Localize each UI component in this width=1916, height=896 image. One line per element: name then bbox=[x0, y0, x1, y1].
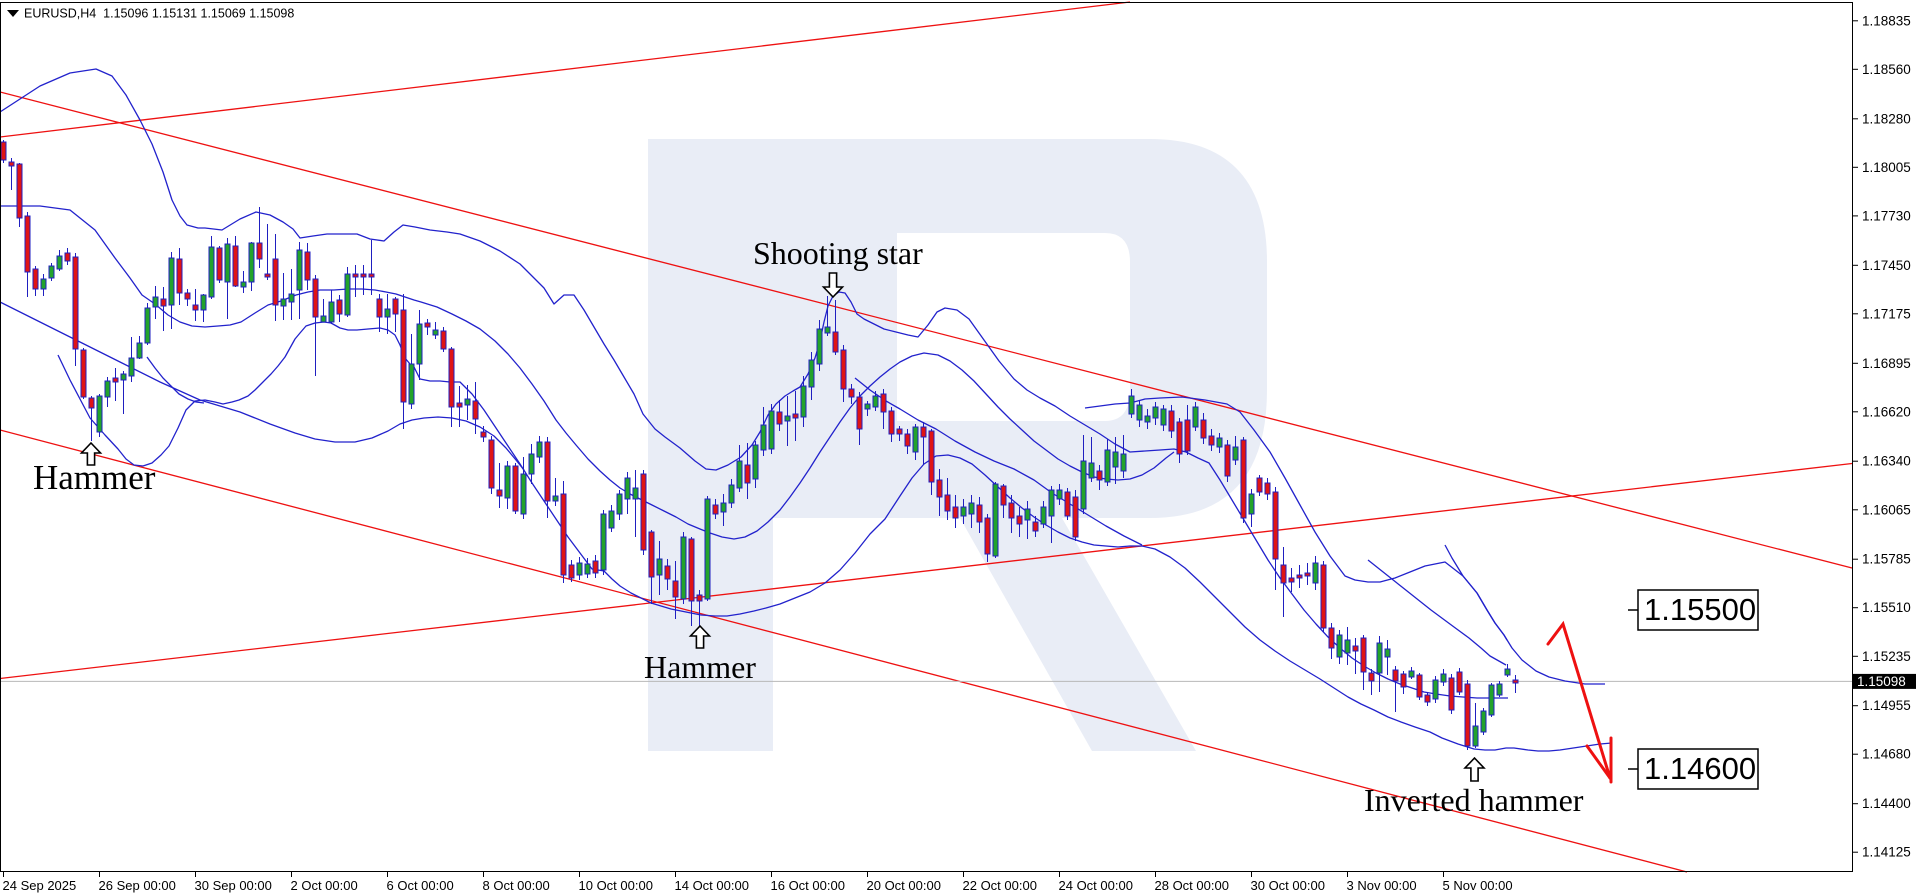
svg-text:1.15510: 1.15510 bbox=[1862, 600, 1911, 615]
svg-text:8 Oct 00:00: 8 Oct 00:00 bbox=[483, 878, 550, 893]
svg-text:1.14400: 1.14400 bbox=[1862, 796, 1911, 811]
svg-text:3 Nov 00:00: 3 Nov 00:00 bbox=[1347, 878, 1417, 893]
svg-text:1.18835: 1.18835 bbox=[1862, 13, 1911, 28]
svg-text:1.17175: 1.17175 bbox=[1862, 306, 1911, 321]
svg-text:1.17730: 1.17730 bbox=[1862, 208, 1911, 223]
svg-text:EURUSD,H4 1.15096 1.15131 1.1: EURUSD,H4 1.15096 1.15131 1.15069 1.1509… bbox=[24, 7, 294, 21]
svg-text:1.15098: 1.15098 bbox=[1857, 674, 1906, 689]
svg-text:10 Oct 00:00: 10 Oct 00:00 bbox=[579, 878, 653, 893]
svg-text:1.16895: 1.16895 bbox=[1862, 356, 1911, 371]
svg-text:Shooting star: Shooting star bbox=[753, 235, 923, 271]
svg-text:16 Oct 00:00: 16 Oct 00:00 bbox=[771, 878, 845, 893]
svg-text:14 Oct 00:00: 14 Oct 00:00 bbox=[675, 878, 749, 893]
svg-text:24 Sep 2025: 24 Sep 2025 bbox=[3, 878, 77, 893]
svg-text:1.16340: 1.16340 bbox=[1862, 454, 1911, 469]
svg-text:Inverted hammer: Inverted hammer bbox=[1364, 782, 1584, 818]
svg-text:1.14955: 1.14955 bbox=[1862, 698, 1911, 713]
svg-text:6 Oct 00:00: 6 Oct 00:00 bbox=[387, 878, 454, 893]
svg-text:1.14125: 1.14125 bbox=[1862, 845, 1911, 860]
svg-text:1.16065: 1.16065 bbox=[1862, 502, 1911, 517]
svg-text:1.18280: 1.18280 bbox=[1862, 111, 1911, 126]
svg-text:1.18560: 1.18560 bbox=[1862, 62, 1911, 77]
svg-text:28 Oct 00:00: 28 Oct 00:00 bbox=[1155, 878, 1229, 893]
svg-text:20 Oct 00:00: 20 Oct 00:00 bbox=[867, 878, 941, 893]
svg-text:1.15235: 1.15235 bbox=[1862, 649, 1911, 664]
svg-text:30 Oct 00:00: 30 Oct 00:00 bbox=[1251, 878, 1325, 893]
svg-text:30 Sep 00:00: 30 Sep 00:00 bbox=[195, 878, 272, 893]
svg-text:1.16620: 1.16620 bbox=[1862, 404, 1911, 419]
svg-text:22 Oct 00:00: 22 Oct 00:00 bbox=[963, 878, 1037, 893]
svg-text:1.14600: 1.14600 bbox=[1644, 751, 1756, 786]
svg-text:1.15500: 1.15500 bbox=[1644, 592, 1756, 627]
svg-text:1.18005: 1.18005 bbox=[1862, 160, 1911, 175]
svg-text:5 Nov 00:00: 5 Nov 00:00 bbox=[1443, 878, 1513, 893]
svg-text:26 Sep 00:00: 26 Sep 00:00 bbox=[99, 878, 176, 893]
svg-text:Hammer: Hammer bbox=[644, 649, 756, 685]
svg-text:2 Oct 00:00: 2 Oct 00:00 bbox=[291, 878, 358, 893]
svg-text:1.14680: 1.14680 bbox=[1862, 747, 1911, 762]
svg-text:1.17450: 1.17450 bbox=[1862, 258, 1911, 273]
svg-text:24 Oct 00:00: 24 Oct 00:00 bbox=[1059, 878, 1133, 893]
svg-text:1.15785: 1.15785 bbox=[1862, 552, 1911, 567]
